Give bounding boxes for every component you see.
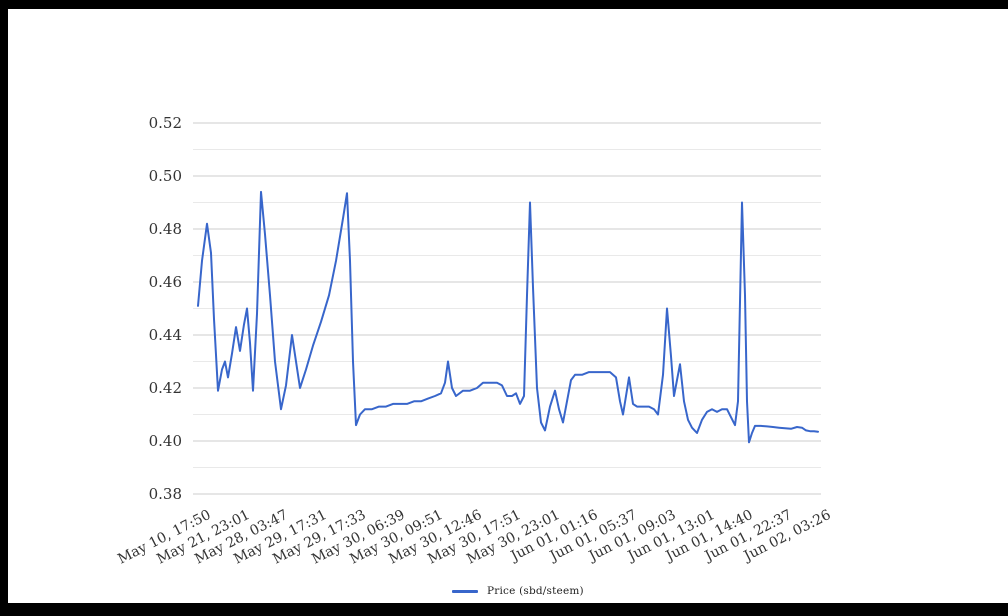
window-border-left [0, 0, 8, 616]
y-tick-label: 0.52 [148, 114, 182, 132]
y-tick-label: 0.38 [148, 485, 182, 503]
legend-line-swatch [452, 589, 478, 593]
y-tick-label: 0.46 [148, 273, 182, 291]
y-tick-label: 0.42 [148, 379, 182, 397]
y-tick-label: 0.40 [148, 432, 182, 450]
y-tick-label: 0.50 [148, 167, 182, 185]
y-tick-label: 0.44 [148, 326, 182, 344]
legend-label: Price (sbd/steem) [487, 585, 584, 597]
price-series-line [197, 190, 819, 444]
y-tick-label: 0.48 [148, 220, 182, 238]
window-border-top [0, 0, 1008, 9]
window-border-bottom [0, 603, 1008, 616]
legend: Price (sbd/steem) [452, 585, 584, 597]
